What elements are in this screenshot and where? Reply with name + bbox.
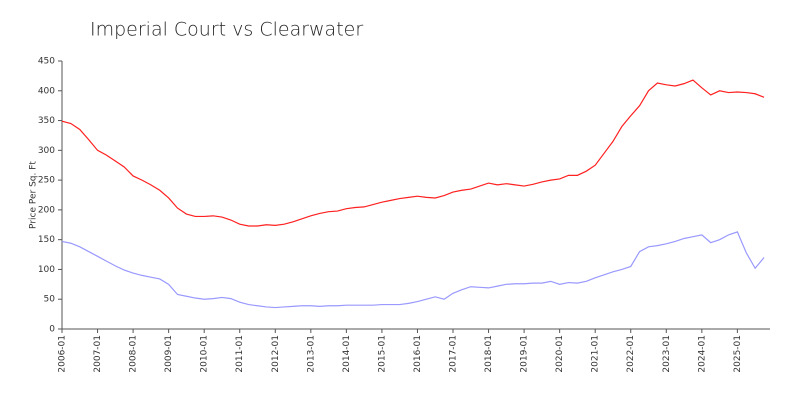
- x-tick-label: 2015-01: [377, 335, 387, 373]
- y-tick-label: 150: [38, 235, 55, 245]
- x-tick-label: 2009-01: [164, 335, 174, 373]
- x-tick-label: 2008-01: [129, 335, 139, 373]
- x-tick-label: 2018-01: [484, 335, 494, 373]
- x-tick-label: 2012-01: [271, 335, 281, 373]
- y-tick-label: 300: [38, 146, 55, 156]
- x-tick-label: 2013-01: [306, 335, 316, 373]
- x-tick-label: 2010-01: [200, 335, 210, 373]
- y-tick-label: 350: [38, 116, 55, 126]
- x-tick-label: 2017-01: [449, 335, 459, 373]
- y-tick-label: 450: [38, 57, 55, 67]
- x-tick-label: 2020-01: [555, 335, 565, 373]
- y-axis-label: Price Per Sq. Ft: [29, 161, 39, 229]
- x-tick-label: 2023-01: [662, 335, 672, 373]
- y-tick-label: 50: [44, 295, 56, 305]
- y-tick-label: 0: [49, 325, 55, 335]
- y-tick-label: 100: [38, 265, 55, 275]
- x-tick-label: 2014-01: [342, 335, 352, 373]
- x-tick-label: 2024-01: [697, 335, 707, 373]
- line-series: [61, 231, 765, 309]
- x-tick-label: 2011-01: [235, 335, 245, 373]
- line-series: [61, 79, 765, 227]
- x-tick-label: 2016-01: [413, 335, 423, 373]
- x-tick-label: 2006-01: [58, 335, 68, 373]
- y-tick-label: 400: [38, 86, 55, 96]
- x-tick-label: 2025-01: [733, 335, 743, 373]
- chart-title: Imperial Court vs Clearwater: [90, 19, 363, 41]
- x-tick-label: 2022-01: [626, 335, 636, 373]
- y-tick-label: 200: [38, 205, 55, 215]
- x-tick-label: 2007-01: [93, 335, 103, 373]
- x-tick-label: 2021-01: [591, 335, 601, 373]
- y-tick-label: 250: [38, 176, 55, 186]
- x-tick-label: 2019-01: [520, 335, 530, 373]
